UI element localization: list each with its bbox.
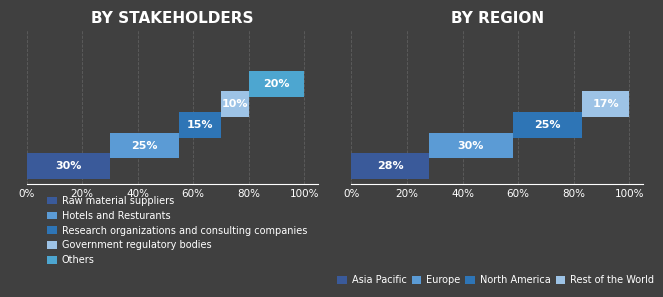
Legend: Raw material suppliers, Hotels and Resturants, Research organizations and consul: Raw material suppliers, Hotels and Restu… xyxy=(46,195,308,266)
Text: 15%: 15% xyxy=(187,120,213,130)
Bar xyxy=(351,153,429,179)
Bar xyxy=(221,91,249,117)
Text: 20%: 20% xyxy=(263,79,290,89)
Bar xyxy=(179,112,221,138)
Bar xyxy=(27,153,110,179)
Title: BY REGION: BY REGION xyxy=(451,11,544,26)
Bar xyxy=(110,133,179,158)
Text: 10%: 10% xyxy=(221,99,248,109)
Title: BY STAKEHOLDERS: BY STAKEHOLDERS xyxy=(91,11,254,26)
Bar xyxy=(512,112,582,138)
Bar xyxy=(249,71,304,97)
Text: 28%: 28% xyxy=(377,161,404,171)
Legend: Asia Pacific, Europe, North America, Rest of the World: Asia Pacific, Europe, North America, Res… xyxy=(336,274,655,286)
Text: 25%: 25% xyxy=(534,120,560,130)
Text: 25%: 25% xyxy=(131,140,158,151)
Bar xyxy=(429,133,512,158)
Text: 30%: 30% xyxy=(55,161,82,171)
Bar xyxy=(582,91,629,117)
Text: 30%: 30% xyxy=(457,140,484,151)
Text: 17%: 17% xyxy=(592,99,619,109)
